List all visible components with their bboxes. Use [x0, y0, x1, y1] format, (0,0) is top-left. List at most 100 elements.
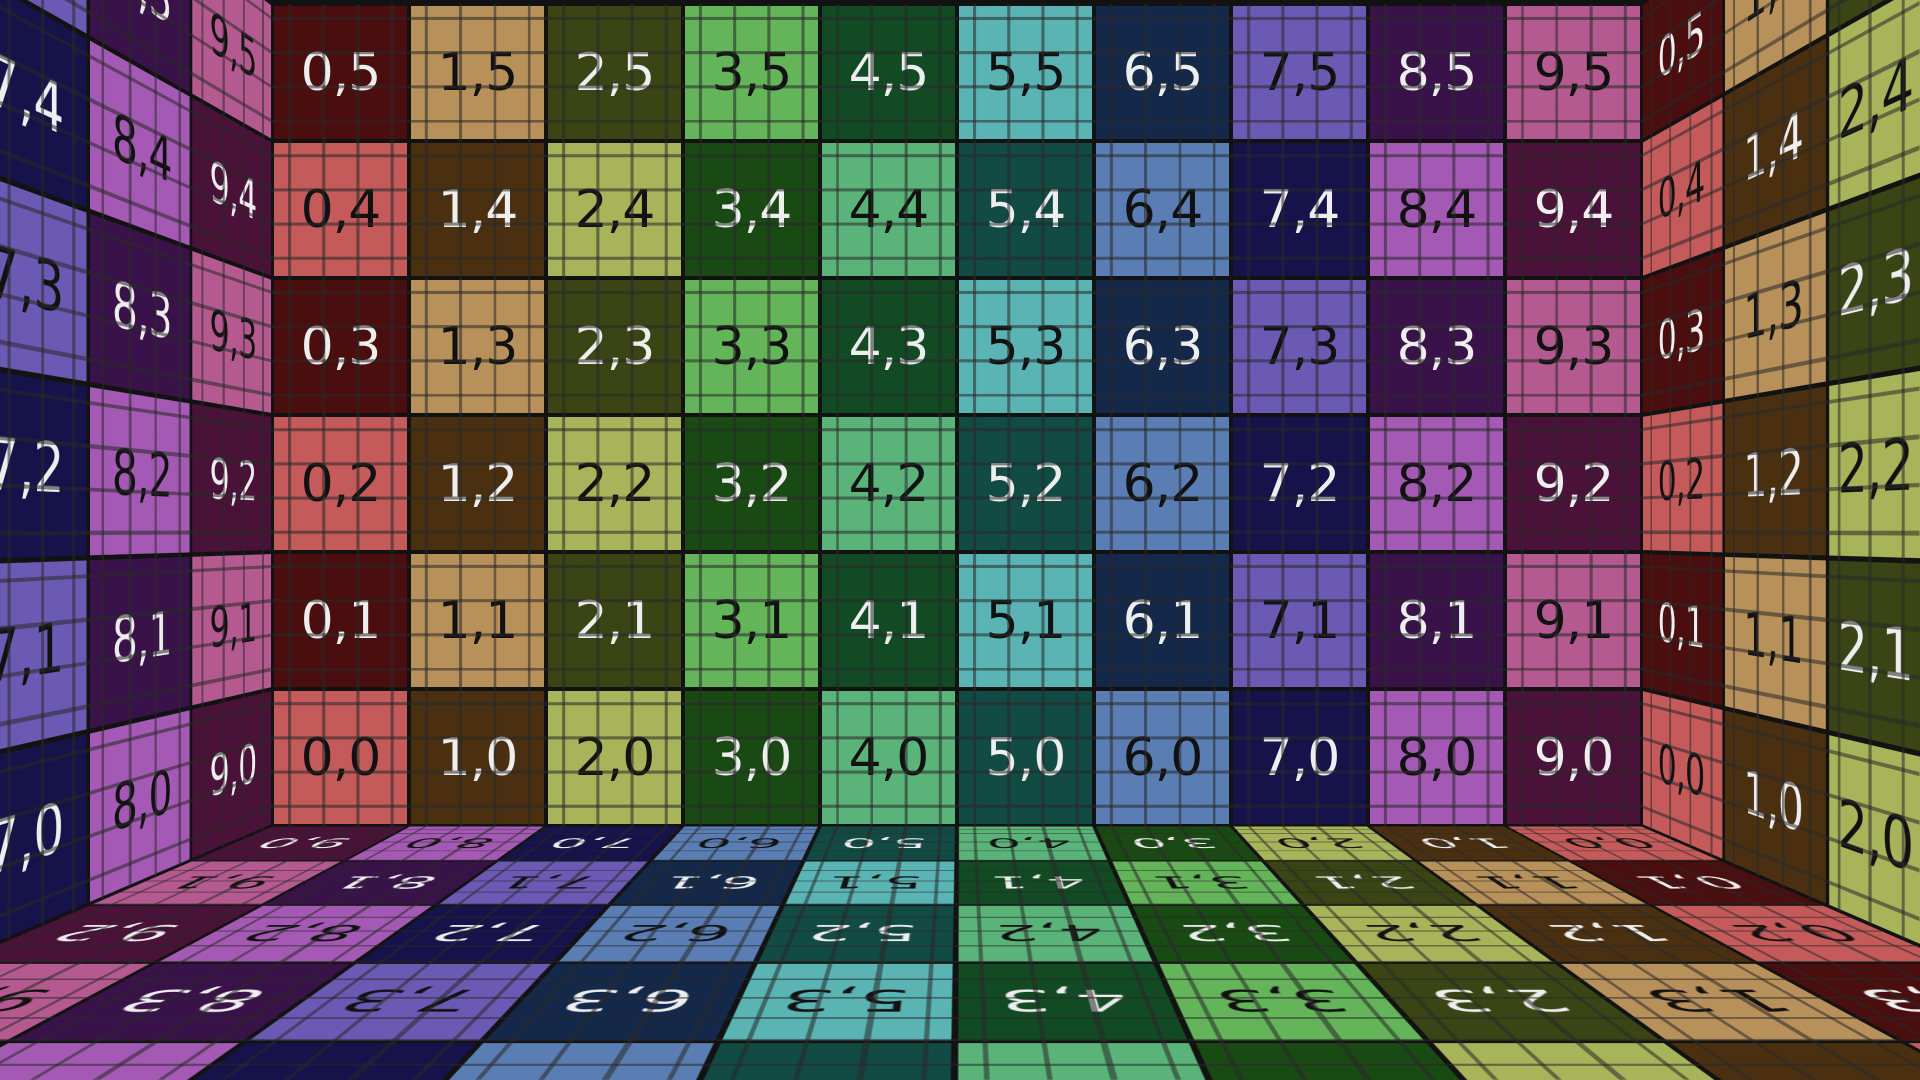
texture-cell: 5,2 — [959, 417, 1092, 550]
texture-cell: 1,1 — [1724, 556, 1826, 730]
texture-cell: 1,5 — [411, 6, 544, 139]
cell-label: 6,2 — [1122, 453, 1204, 514]
texture-cell: 5,3 — [959, 280, 1092, 413]
texture-cell: 0,0 — [274, 691, 407, 824]
cell-label: 2,4 — [574, 179, 656, 240]
texture-cell: 6,2 — [1096, 417, 1229, 550]
texture-cell: 7,2 — [0, 365, 87, 560]
cell-label: 8,1 — [1396, 590, 1478, 651]
cell-label: 9,1 — [1533, 590, 1615, 651]
cell-label: 1,1 — [1464, 872, 1591, 892]
texture-cell: 4,5 — [822, 6, 955, 139]
texture-cell — [1433, 1043, 1717, 1080]
texture-cell: 1,4 — [411, 143, 544, 276]
cell-label: 0,2 — [300, 453, 382, 514]
cell-label: 0,0 — [1657, 732, 1705, 812]
texture-cell: 1,0 — [1724, 710, 1826, 904]
cell-label: 9,4 — [209, 147, 257, 233]
cell-label: 8,2 — [111, 435, 172, 512]
texture-cell: 0,5 — [274, 6, 407, 139]
cell-label: 2,2 — [574, 453, 656, 514]
uv-test-texture: 9,0 8,0 7,0 6,0 5,0 4,0 3,0 2,0 1,0 0,0 9,1 8,1 7,1 6… — [0, 826, 1920, 1080]
texture-cell: 2,1 — [1829, 560, 1920, 752]
cell-label: 9,1 — [154, 872, 290, 892]
texture-cell: 8,2 — [1370, 417, 1503, 550]
texture-cell: 5,1 — [785, 861, 955, 905]
cell-label: 3,4 — [711, 179, 793, 240]
texture-cell: 4,1 — [958, 861, 1127, 905]
cell-label: 5,0 — [839, 835, 928, 851]
texture-cell: 3,0 — [1096, 826, 1261, 861]
cell-label: 0,3 — [1657, 296, 1705, 373]
cell-label: 3,2 — [1174, 919, 1300, 945]
uv-test-texture: 0,51,52,50,41,42,40,31,32,30,21,22,20,11… — [1642, 0, 1920, 946]
texture-cell: 9,5 — [1507, 6, 1640, 139]
cell-label: 9,0 — [209, 731, 257, 811]
cell-label: 7,5 — [1259, 42, 1341, 103]
cell-label: 2,0 — [574, 727, 656, 788]
texture-cell: 3,4 — [685, 143, 818, 276]
cell-label: 9,0 — [1533, 727, 1615, 788]
texture-cell — [192, 1043, 477, 1080]
cell-label: 3,1 — [711, 590, 793, 651]
cell-label: 4,1 — [989, 872, 1089, 892]
cell-label: 1,1 — [1743, 599, 1804, 679]
cell-label: 7,2 — [1259, 453, 1341, 514]
texture-cell: 0,4 — [274, 143, 407, 276]
cell-label: 9,5 — [1533, 42, 1615, 103]
cell-label: 4,0 — [848, 727, 930, 788]
texture-cell: 9,3 — [1507, 280, 1640, 413]
cell-label: 3,0 — [711, 727, 793, 788]
texture-cell — [1195, 1043, 1462, 1080]
cell-label: 9,0 — [246, 835, 363, 851]
texture-cell: 2,2 — [548, 417, 681, 550]
cell-label: 1,5 — [437, 42, 519, 103]
texture-cell: 9,3 — [192, 251, 271, 413]
cell-label: 5,3 — [985, 316, 1067, 377]
left-wall: 7,58,59,57,48,49,47,38,39,37,28,29,27,18… — [0, 0, 273, 963]
texture-cell: 2,4 — [1829, 0, 1920, 207]
cell-label: 3,2 — [711, 453, 793, 514]
cell-label: 2,3 — [574, 316, 656, 377]
cell-label: 3,3 — [1208, 982, 1359, 1017]
texture-cell: 1,2 — [411, 417, 544, 550]
texture-cell: 3,1 — [685, 554, 818, 687]
cell-label: 4,5 — [848, 42, 930, 103]
texture-cell: 2,0 — [1829, 735, 1920, 946]
cell-label: 9,3 — [209, 297, 257, 374]
cell-label: 1,3 — [1743, 266, 1804, 354]
texture-cell: 8,0 — [1370, 691, 1503, 824]
texture-cell: 7,4 — [1233, 143, 1366, 276]
right-wall: 0,51,52,50,41,42,40,31,32,30,21,22,20,11… — [1642, 0, 1920, 947]
cell-label: 8,3 — [1396, 316, 1478, 377]
cell-label: 0,1 — [1657, 591, 1705, 662]
cell-label: 1,2 — [437, 453, 519, 514]
cell-label: 4,3 — [848, 316, 930, 377]
cell-label: 3,5 — [711, 42, 793, 103]
texture-cell: 5,0 — [959, 691, 1092, 824]
cell-label: 1,0 — [1409, 835, 1519, 851]
texture-cell: 2,3 — [548, 280, 681, 413]
cell-label: 2,5 — [574, 42, 656, 103]
cell-label: 7,0 — [0, 787, 64, 895]
cell-label: 6,4 — [1122, 179, 1204, 240]
cell-label: 2,2 — [1837, 423, 1914, 509]
cell-label: 4,0 — [986, 835, 1074, 851]
texture-cell: 4,1 — [822, 554, 955, 687]
cell-label: 1,4 — [1743, 96, 1804, 197]
texture-cell: 8,3 — [89, 213, 190, 399]
texture-cell: 7,3 — [1233, 280, 1366, 413]
texture-cell: 5,4 — [959, 143, 1092, 276]
cell-label: 6,3 — [1122, 316, 1204, 377]
cell-label: 7,1 — [1259, 590, 1341, 651]
back-wall: 0,5 1,5 2,5 3,5 4,5 5,5 6,5 7,5 8,5 9,5 0,4 1,4 2,4 3… — [272, 4, 1642, 826]
cell-label: 7,3 — [326, 982, 493, 1017]
texture-cell: 2,1 — [548, 554, 681, 687]
texture-cell: 7,0 — [1233, 691, 1366, 824]
cell-label: 4,3 — [999, 982, 1134, 1017]
cell-label: 2,1 — [1306, 872, 1424, 892]
cell-label: 8,1 — [322, 872, 449, 892]
cell-label: 1,2 — [1534, 919, 1684, 945]
cell-label: 5,2 — [803, 919, 919, 945]
texture-cell: 0,3 — [1643, 250, 1723, 413]
